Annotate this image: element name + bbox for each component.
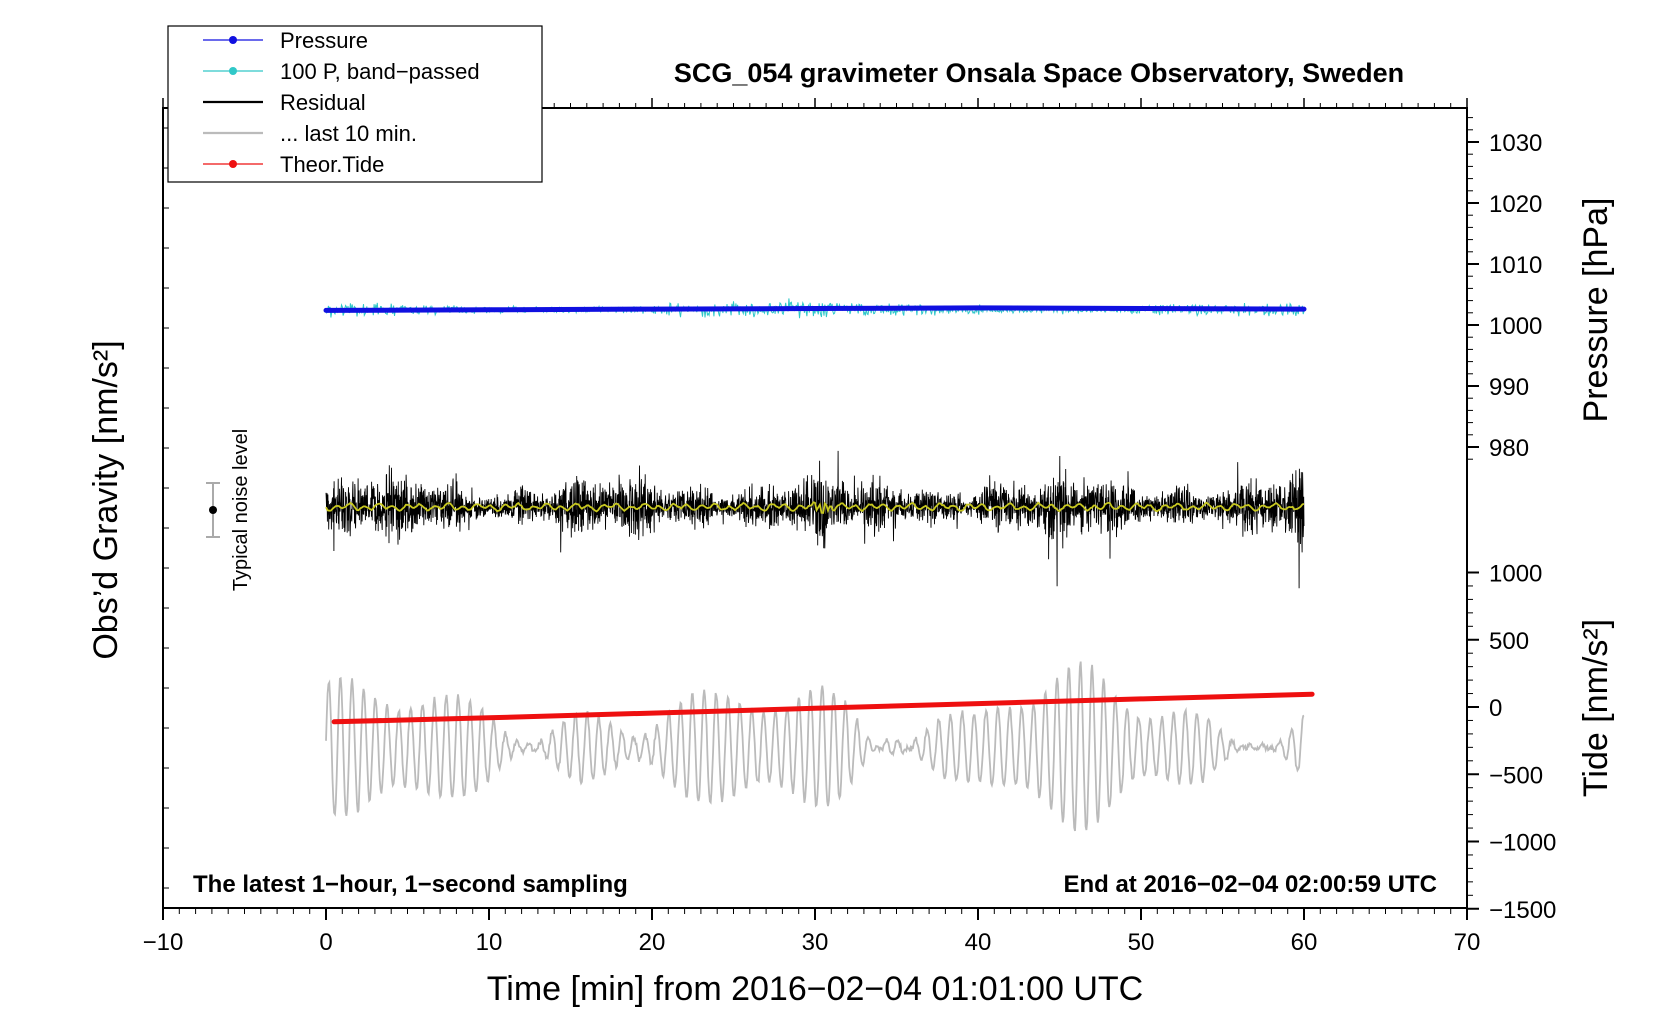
series-residual [325, 450, 1305, 589]
x-tick-label: 30 [802, 929, 829, 956]
annotation-end-time: End at 2016−02−04 02:00:59 UTC [1063, 871, 1437, 898]
legend-item: Pressure [203, 28, 368, 53]
tide-tick-label: 500 [1489, 628, 1529, 655]
x-tick-label: −10 [143, 929, 184, 956]
legend-swatch-marker [229, 36, 237, 44]
x-tick-label: 20 [639, 929, 666, 956]
pressure-tick-label: 1000 [1489, 313, 1542, 340]
series-pressure [323, 305, 1307, 313]
x-tick-label: 60 [1291, 929, 1318, 956]
legend-item: Residual [203, 90, 366, 115]
noise-dot [209, 506, 217, 514]
y-axis-title-pressure: Pressure [hPa] [1577, 198, 1615, 423]
y-axis-title-gravity: Obs’d Gravity [nm/s²] [87, 340, 125, 659]
pressure-tick-label: 1010 [1489, 252, 1542, 279]
x-tick-label: 40 [965, 929, 992, 956]
tide-tick-label: −1500 [1489, 897, 1556, 924]
x-axis-title: Time [min] from 2016−02−04 01:01:00 UTC [487, 970, 1143, 1008]
legend-label: ... last 10 min. [280, 121, 417, 146]
y-axis-title-tide: Tide [nm/s²] [1577, 619, 1615, 797]
legend-item: ... last 10 min. [203, 121, 417, 146]
pressure-tick-label: 990 [1489, 374, 1529, 401]
legend-label: Pressure [280, 28, 368, 53]
series-theor-tide [331, 691, 1315, 725]
noise-level-indicator: Typical noise level [206, 429, 252, 591]
pressure-tick-label: 1030 [1489, 130, 1542, 157]
ticks-layer: −10 0 10 20 30 40 50 60 701030102010101000990980… [143, 98, 1556, 956]
series-last-10-min [325, 661, 1305, 832]
legend-box [167, 25, 543, 183]
legend-label: Residual [280, 90, 366, 115]
legend-item: 100 P, band−passed [203, 59, 480, 84]
legend-swatch-marker [229, 160, 237, 168]
chart-title: SCG_054 gravimeter Onsala Space Observat… [674, 58, 1404, 88]
tide-tick-label: 0 [1489, 695, 1502, 722]
x-tick-label: 70 [1454, 929, 1481, 956]
pressure-tick-label: 980 [1489, 435, 1529, 462]
series-layer [323, 298, 1315, 832]
noise-label: Typical noise level [230, 429, 252, 591]
legend-swatch-marker [229, 67, 237, 75]
legend: Pressure 100 P, band−passed Residual ... la… [167, 25, 543, 183]
tide-tick-label: −1000 [1489, 830, 1556, 857]
x-tick-label: 0 [319, 929, 332, 956]
x-tick-label: 10 [476, 929, 503, 956]
legend-label: 100 P, band−passed [280, 59, 480, 84]
tide-tick-label: 1000 [1489, 561, 1542, 588]
legend-item: Theor.Tide [203, 152, 384, 177]
annotation-sampling: The latest 1−hour, 1−second sampling [193, 871, 628, 898]
series-residual-smoothed [325, 501, 1305, 514]
x-tick-label: 50 [1128, 929, 1155, 956]
tide-tick-label: −500 [1489, 762, 1543, 789]
legend-label: Theor.Tide [280, 152, 384, 177]
pressure-tick-label: 1020 [1489, 191, 1542, 218]
